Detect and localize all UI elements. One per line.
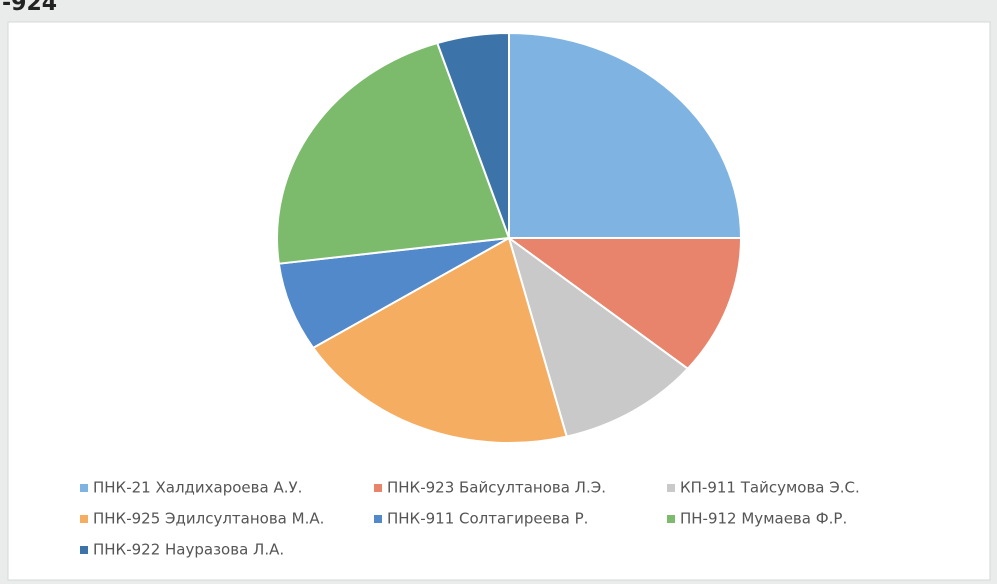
pie-slice: [277, 237, 510, 350]
pie-slice: [311, 236, 568, 444]
legend-swatch: [374, 515, 382, 523]
legend-label: ПНК-923 Байсултанова Л.Э.: [387, 479, 606, 497]
chart-title: -924: [2, 0, 57, 16]
legend-swatch: [667, 484, 675, 492]
legend-label: ПНК-911 Солтагиреева Р.: [387, 510, 588, 528]
legend-swatch: [374, 484, 382, 492]
legend-label: КП-911 Тайсумова Э.С.: [680, 479, 860, 497]
legend-label: ПНК-925 Эдилсултанова М.А.: [93, 510, 324, 528]
pie-slice: [505, 237, 743, 371]
legend-swatch: [80, 515, 88, 523]
pie-slice: [507, 235, 690, 438]
legend-swatch: [667, 515, 675, 523]
pie-slice: [435, 31, 510, 239]
legend-swatch: [80, 484, 88, 492]
legend-label: ПНК-922 Науразова Л.А.: [93, 541, 284, 559]
legend-swatch: [80, 546, 88, 554]
legend-label: ПНК-21 Халдихароева А.У.: [93, 479, 302, 497]
pie-slice: [508, 31, 743, 239]
pie-slice: [276, 41, 511, 265]
legend-label: ПН-912 Мумаева Ф.Р.: [680, 510, 847, 528]
